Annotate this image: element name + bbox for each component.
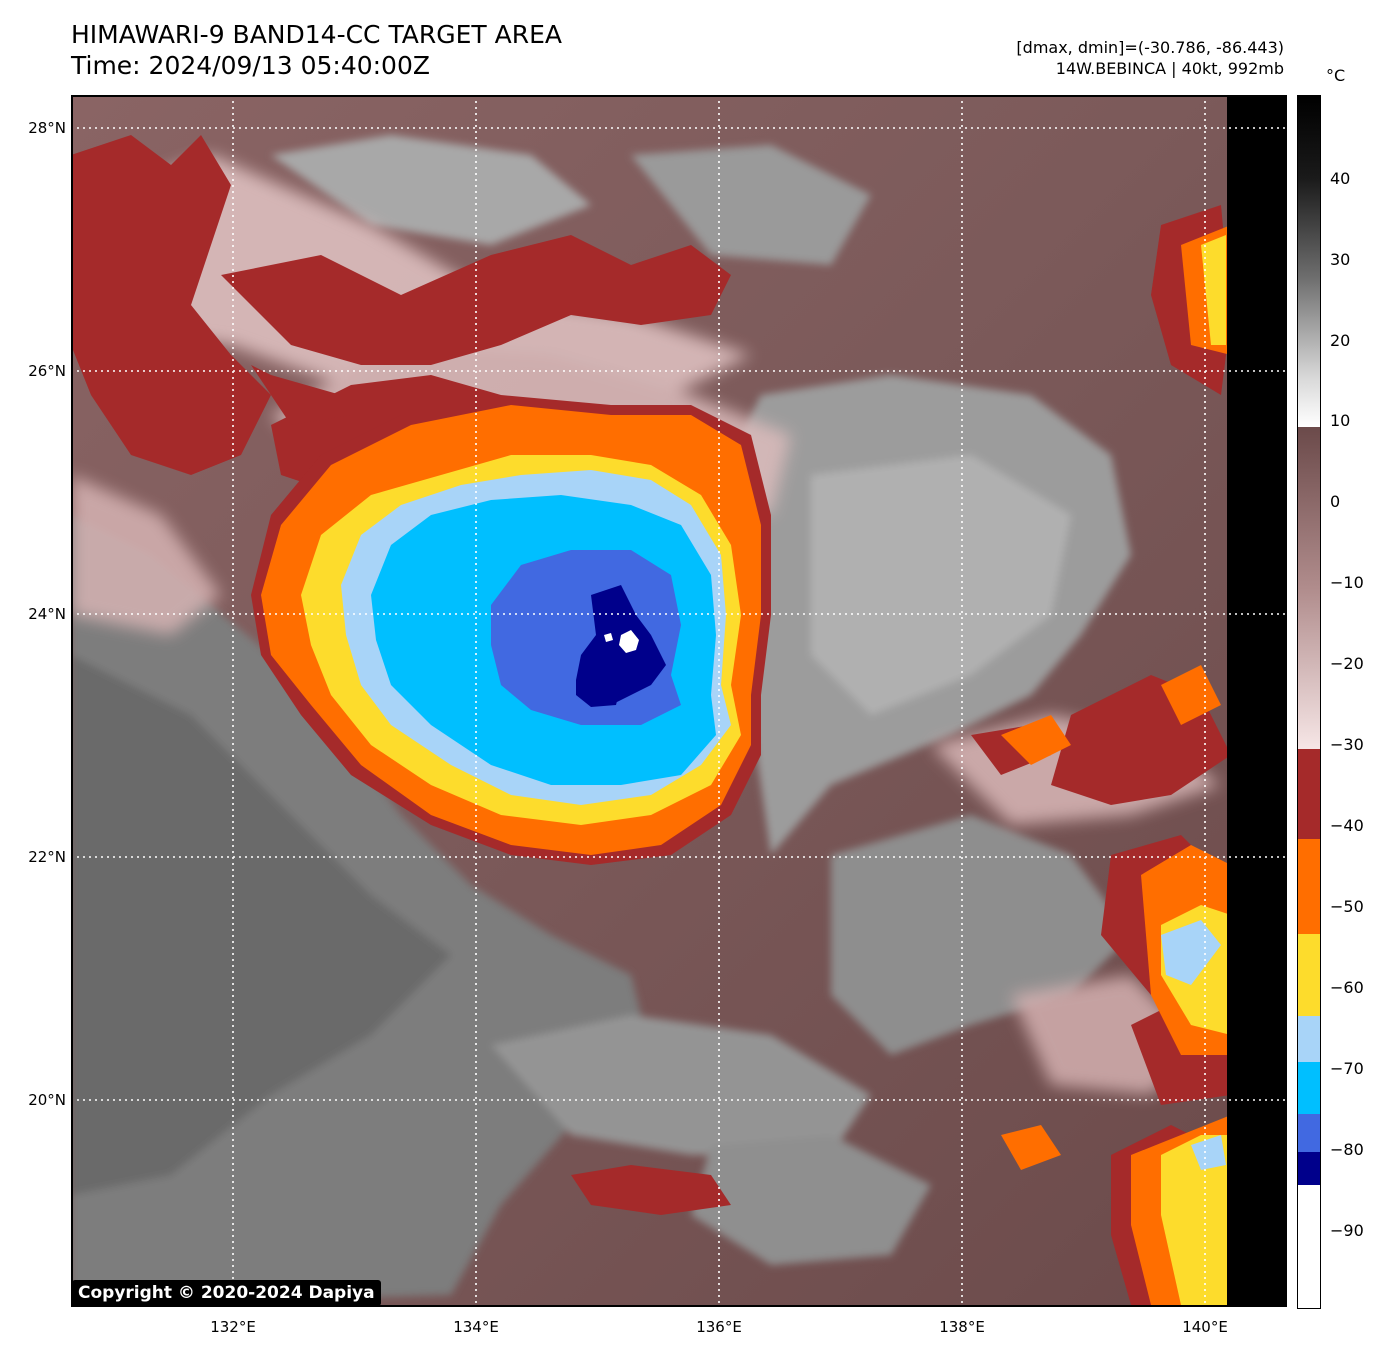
lat-label-22: 22°N (28, 848, 66, 866)
lat-lon-gridlines (71, 95, 1287, 1307)
cb-white (1297, 1185, 1321, 1309)
cb-tick-m30: −30 (1330, 735, 1364, 754)
lon-label-138: 138°E (939, 1318, 985, 1336)
cb-frame (1297, 95, 1321, 1309)
lon-label-132: 132°E (210, 1318, 256, 1336)
cb-tick-m40: −40 (1330, 816, 1364, 835)
storm-info: 14W.BEBINCA | 40kt, 992mb (1055, 59, 1284, 78)
cb-cyan (1297, 1062, 1321, 1114)
cb-light-blue (1297, 1016, 1321, 1062)
cb-tick-10: 10 (1330, 411, 1351, 430)
lon-label-140: 140°E (1182, 1318, 1228, 1336)
cb-tick-m60: −60 (1330, 978, 1364, 997)
cb-tick-m50: −50 (1330, 897, 1364, 916)
lat-label-26: 26°N (28, 362, 66, 380)
lon-label-134: 134°E (453, 1318, 499, 1336)
title-line-1: HIMAWARI-9 BAND14-CC TARGET AREA (71, 20, 563, 49)
cb-tick-30: 30 (1330, 250, 1351, 269)
cb-brown-segment (1297, 427, 1321, 749)
cb-royal-blue (1297, 1114, 1321, 1152)
coldest-tops-white-2 (604, 633, 613, 642)
satellite-map (71, 95, 1287, 1307)
lat-label-28: 28°N (28, 119, 66, 137)
colorbar-unit: °C (1326, 66, 1346, 85)
title-time: Time: 2024/09/13 05:40:00Z (71, 51, 430, 80)
no-data-strip (1227, 95, 1287, 1307)
cb-yellow (1297, 934, 1321, 1016)
cb-tick-m80: −80 (1330, 1140, 1364, 1159)
grey-warm-region (71, 135, 1131, 1307)
coldest-tops-white (619, 630, 639, 653)
copyright-notice: Copyright © 2020-2024 Dapiya (72, 1280, 381, 1306)
cb-tick-40: 40 (1330, 169, 1351, 188)
cb-tick-m70: −70 (1330, 1059, 1364, 1078)
cb-orange (1297, 839, 1321, 934)
lon-label-136: 136°E (696, 1318, 742, 1336)
cb-tick-m90: −90 (1330, 1221, 1364, 1240)
lat-label-24: 24°N (28, 605, 66, 623)
east-convection (1001, 225, 1231, 1305)
cb-tick-m20: −20 (1330, 654, 1364, 673)
intensity-range: [dmax, dmin]=(-30.786, -86.443) (1016, 38, 1284, 57)
cb-tick-20: 20 (1330, 331, 1351, 350)
cb-gray-segment (1297, 95, 1321, 427)
lat-label-20: 20°N (28, 1091, 66, 1109)
cdo-navy-secondary (576, 675, 621, 707)
cb-dark-red (1297, 749, 1321, 839)
cb-tick-m10: −10 (1330, 573, 1364, 592)
colorbar (1297, 95, 1321, 1309)
map-frame (71, 95, 1287, 1307)
cb-navy (1297, 1152, 1321, 1185)
cb-tick-0: 0 (1330, 492, 1341, 511)
